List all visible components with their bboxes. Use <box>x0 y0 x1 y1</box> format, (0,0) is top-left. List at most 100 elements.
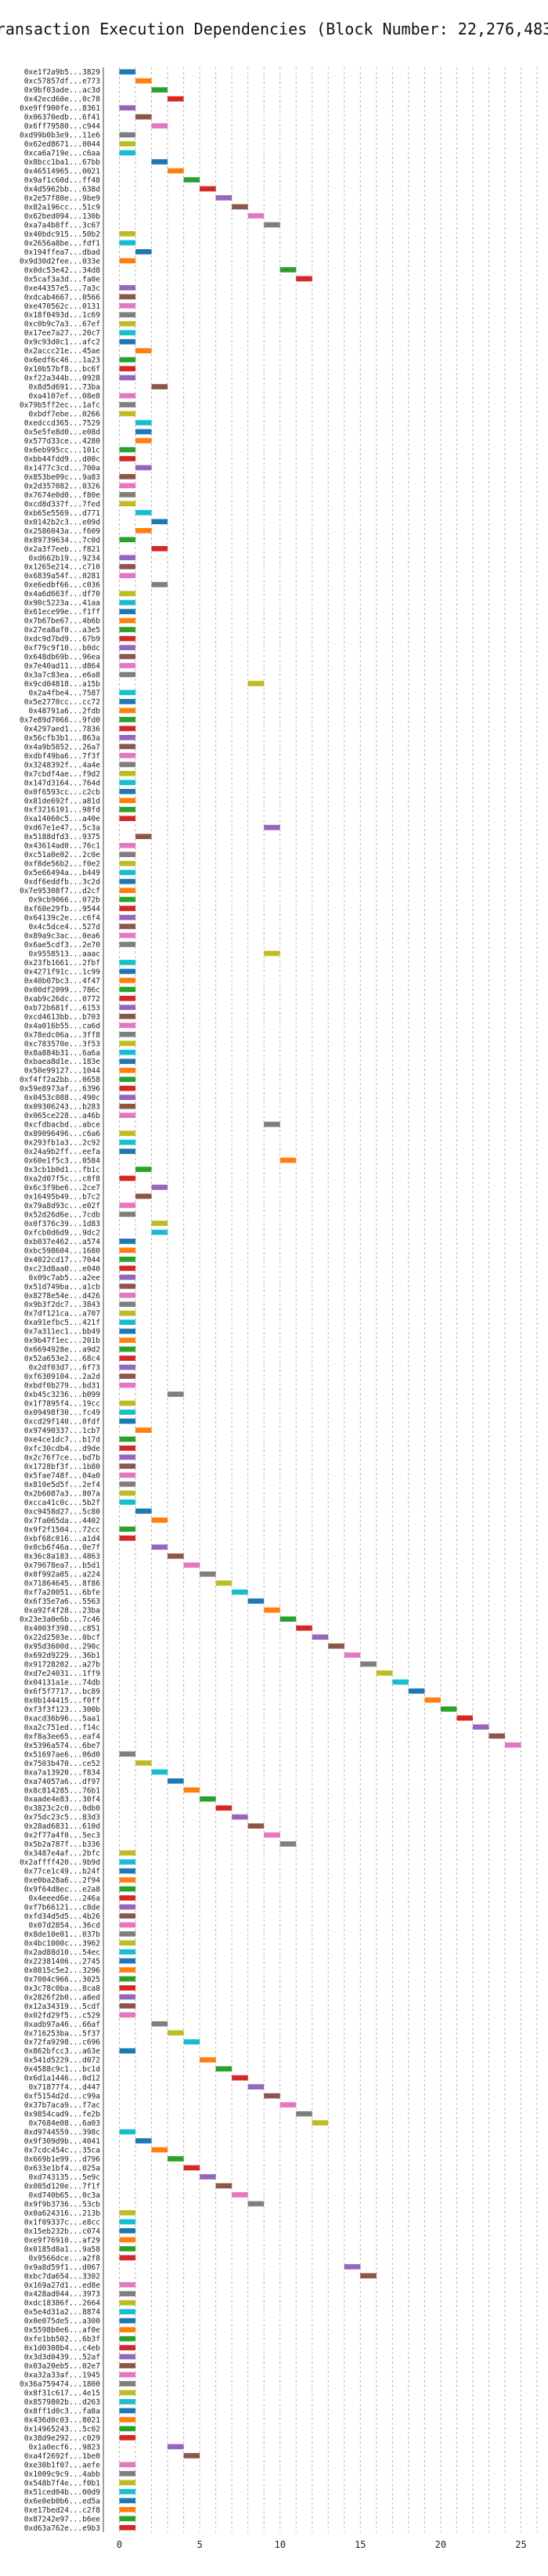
tx-label: 0x23fb1661...2fbf <box>24 959 100 968</box>
tx-bar <box>119 1067 136 1073</box>
tx-label: 0x0f6593cc...c2cb <box>24 788 101 797</box>
tx-bar <box>119 1949 136 1955</box>
tx-bar <box>119 2506 136 2513</box>
tx-bar <box>119 986 136 993</box>
tx-label: 0x147d3164...764d <box>24 779 100 787</box>
tx-label: 0xa2c751ed...f14c <box>24 1724 100 1732</box>
tx-label: 0x52d26d6e...7cdb <box>24 1210 101 1219</box>
tx-bar <box>119 1139 136 1145</box>
tx-bar <box>119 2255 136 2261</box>
tx-bar <box>119 798 136 804</box>
tx-bar <box>119 1103 136 1109</box>
tx-bar <box>119 699 136 704</box>
tx-label: 0x23e3a0e6b...7c46 <box>20 1615 100 1624</box>
tx-label: 0x42ecd60e...0c78 <box>24 96 101 104</box>
tx-label: 0x692d9229...36b1 <box>24 1652 101 1660</box>
tx-bar <box>119 1328 136 1334</box>
tx-label: 0x8d5d691...73ba <box>28 383 100 392</box>
tx-label: 0x89096496...c6a6 <box>24 1130 101 1138</box>
tx-bar <box>119 914 136 921</box>
tx-label: 0xdbf49ba6...7f3f <box>24 752 100 761</box>
tx-bar <box>151 1229 168 1236</box>
tx-label: 0xb72b681f...6153 <box>24 1004 100 1012</box>
tx-bar <box>119 1958 136 1964</box>
tx-bar <box>119 762 136 768</box>
tx-label: 0x22d2503e...0bcf <box>24 1634 100 1642</box>
tx-bar <box>119 231 136 237</box>
tx-label: 0x669b1e99...d796 <box>24 2155 101 2164</box>
tx-bar <box>119 1877 136 1883</box>
tx-bar <box>119 1463 136 1469</box>
tx-bar <box>168 1778 184 1784</box>
tx-bar <box>119 806 136 812</box>
tx-label: 0xab9c26dc...0772 <box>24 995 100 1004</box>
tx-label: 0x428ad044...3973 <box>24 2290 100 2299</box>
tx-label: 0xacd36b96...5aa1 <box>24 1714 101 1723</box>
tx-bar <box>151 2147 168 2153</box>
tx-label: 0xe470562c...0131 <box>24 302 101 311</box>
tx-label: 0x3cb1b0d1...fb1c <box>24 1166 100 1174</box>
tx-label: 0xdcab4667...0566 <box>24 293 101 302</box>
tx-bar <box>135 1193 152 1199</box>
tx-bar <box>168 1553 184 1559</box>
tx-bar <box>119 1526 136 1532</box>
tx-bar <box>215 1580 233 1586</box>
tx-bar <box>119 2524 136 2531</box>
tx-label: 0x4271f91c...1c99 <box>24 968 101 976</box>
tx-bar <box>200 2057 216 2063</box>
tx-bar <box>264 950 280 957</box>
tx-bar <box>119 663 136 668</box>
tx-label: 0xd743135...5e9c <box>28 2173 100 2182</box>
tx-label: 0x7503b470...ce52 <box>24 1760 100 1768</box>
tx-bar <box>264 1832 280 1838</box>
tx-label: 0xb65e5569...d771 <box>24 509 101 518</box>
tx-label: 0x5e2770cc...cc72 <box>24 698 100 707</box>
tx-label: 0x03a20eb5...02e7 <box>24 2362 100 2371</box>
tx-label: 0x51ced04b...00d9 <box>24 2488 101 2497</box>
tx-bar <box>119 2245 136 2252</box>
tx-bar <box>119 141 136 147</box>
tx-bar <box>119 1868 136 1874</box>
tx-label: 0x2a4fbe4...7587 <box>28 689 100 697</box>
tx-bar <box>119 573 136 579</box>
tx-label: 0x7df121ca...a707 <box>24 1310 100 1319</box>
tx-label: 0x02fd29f5...c529 <box>24 2011 101 2020</box>
tx-label: 0xf22a344b...0928 <box>24 374 101 383</box>
tx-bar <box>200 186 216 192</box>
tx-bar <box>232 2075 248 2081</box>
tx-label: 0xdf6eddfb...3c2d <box>24 878 100 887</box>
tx-label: 0xdc9d7bd9...67b9 <box>24 635 101 644</box>
tx-bar <box>168 168 184 174</box>
tx-bar <box>119 2426 136 2432</box>
tx-bar <box>119 609 136 614</box>
tx-label: 0x56cfb3b1...863a <box>24 734 100 743</box>
tx-label: 0x09498f30...fc49 <box>24 1409 101 1417</box>
tx-label: 0xd662b19...9234 <box>28 554 100 563</box>
tx-label: 0x28ad6831...610d <box>24 1822 100 1831</box>
tx-label: 0xc57857df...e773 <box>24 78 100 86</box>
tx-bar <box>119 725 136 732</box>
tx-label: 0x065ce228...a46b <box>24 1112 101 1120</box>
tx-bar <box>151 545 168 552</box>
tx-bar <box>247 213 265 219</box>
tx-bar <box>119 1859 136 1865</box>
x-tick-label: 20 <box>435 2539 446 2550</box>
tx-bar <box>119 1436 136 1442</box>
tx-bar <box>119 753 136 758</box>
tx-label: 0x1a0ecf6...9823 <box>28 2443 100 2451</box>
tx-label: 0x6d1a1446...0d12 <box>24 2075 100 2083</box>
tx-bar <box>392 1679 409 1685</box>
tx-bar <box>135 1167 152 1172</box>
tx-label: 0x7674e0d0...f80e <box>24 491 101 500</box>
tx-label: 0xf7b66121...c8de <box>24 1904 101 1912</box>
tx-label: 0x4297aed1...7836 <box>24 725 101 733</box>
tx-bar <box>168 1391 184 1397</box>
tx-label: 0x52a653e2...68c4 <box>24 1355 101 1363</box>
tx-label: 0x716253ba...5f37 <box>24 2029 100 2038</box>
tx-bar <box>119 284 136 291</box>
tx-label: 0xcd4613bb...b703 <box>24 1013 100 1022</box>
tx-bar <box>119 2417 136 2422</box>
tx-label: 0xf6309104...2a2d <box>24 1373 100 1381</box>
tx-bar <box>119 69 136 75</box>
